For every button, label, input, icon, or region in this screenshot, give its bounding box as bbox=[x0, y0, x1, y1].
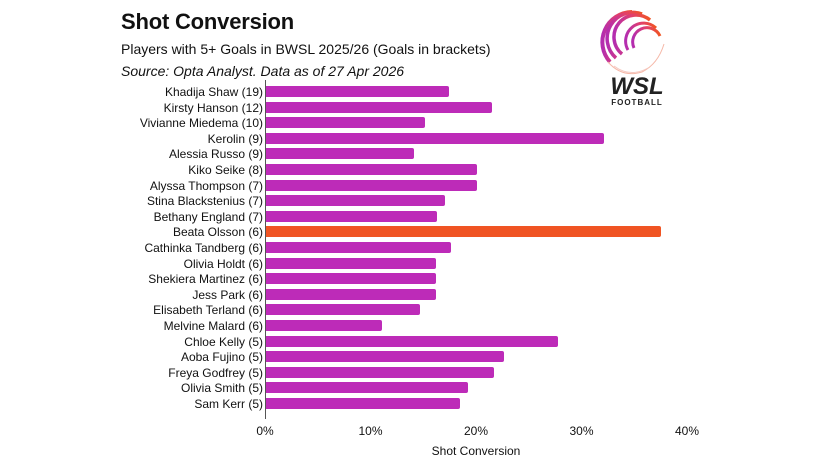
bar-label: Olivia Smith (5) bbox=[180, 381, 263, 396]
x-tick-label: 10% bbox=[358, 424, 383, 438]
bar-label: Stina Blackstenius (7) bbox=[146, 194, 263, 209]
bar-label: Freya Godfrey (5) bbox=[168, 365, 263, 380]
x-tick-label: 30% bbox=[569, 424, 594, 438]
bar-label: Cathinka Tandberg (6) bbox=[144, 241, 263, 255]
bar bbox=[266, 320, 383, 331]
bar bbox=[266, 226, 661, 238]
bar-label: Alessia Russo (9) bbox=[168, 147, 263, 162]
bar-row: Kirsty Hanson (12) bbox=[0, 100, 832, 116]
x-tick-label: 20% bbox=[463, 424, 489, 438]
bar-label: Sam Kerr (5) bbox=[194, 397, 263, 411]
svg-text:WSL: WSL bbox=[610, 73, 663, 100]
chart-title: Shot Conversion bbox=[121, 9, 295, 34]
bar-row: Beata Olsson (6) bbox=[0, 224, 832, 240]
chart-source: Source: Opta Analyst. Data as of 27 Apr … bbox=[121, 63, 405, 79]
bar-label: Beata Olsson (6) bbox=[172, 225, 263, 240]
bar-row: Bethany England (7) bbox=[0, 209, 832, 225]
bar-row: Freya Godfrey (5) bbox=[0, 365, 832, 381]
bar-label: Kiko Seike (8) bbox=[188, 163, 263, 177]
bar-row: Olivia Holdt (6) bbox=[0, 256, 832, 272]
bar-label: Olivia Holdt (6) bbox=[183, 256, 263, 271]
bar bbox=[266, 132, 604, 144]
bar-row: Kiko Seike (8) bbox=[0, 162, 832, 178]
bar-row: Olivia Smith (5) bbox=[0, 380, 832, 396]
bar bbox=[266, 242, 451, 253]
bar bbox=[266, 288, 436, 300]
chart-subtitle: Players with 5+ Goals in BWSL 2025/26 (G… bbox=[121, 41, 491, 57]
bar-label: Vivianne Miedema (10) bbox=[139, 116, 263, 131]
bar bbox=[266, 351, 505, 363]
bar bbox=[266, 257, 436, 269]
bar bbox=[266, 86, 449, 97]
bar-row: Melvine Malard (6) bbox=[0, 318, 832, 334]
bar-label: Alyssa Thompson (7) bbox=[149, 178, 263, 193]
bar-label: Aoba Fujino (5) bbox=[180, 350, 263, 365]
bar-row: Stina Blackstenius (7) bbox=[0, 193, 832, 209]
x-axis-label: Shot Conversion bbox=[431, 444, 521, 458]
bar-label: Kirsty Hanson (12) bbox=[163, 100, 263, 115]
bar-row: Vivianne Miedema (10) bbox=[0, 115, 832, 131]
bar bbox=[266, 148, 414, 160]
bar-row: Shekiera Martinez (6) bbox=[0, 271, 832, 287]
svg-text:FOOTBALL: FOOTBALL bbox=[611, 98, 663, 107]
bar-label: Khadija Shaw (19) bbox=[164, 85, 263, 99]
bar bbox=[266, 101, 492, 113]
bar-row: Sam Kerr (5) bbox=[0, 396, 832, 412]
bar-label: Chloe Kelly (5) bbox=[184, 334, 263, 349]
bar-label: Kerolin (9) bbox=[207, 131, 263, 146]
bar-row: Elisabeth Terland (6) bbox=[0, 302, 832, 318]
bar bbox=[266, 366, 494, 378]
bar-row: Chloe Kelly (5) bbox=[0, 334, 832, 350]
bar bbox=[266, 382, 468, 394]
wsl-logo: WSL FOOTBALL bbox=[592, 4, 682, 108]
x-tick-label: 40% bbox=[674, 424, 700, 438]
bar bbox=[266, 304, 421, 316]
bar-row: Aoba Fujino (5) bbox=[0, 349, 832, 365]
bar bbox=[266, 398, 461, 409]
bar-row: Cathinka Tandberg (6) bbox=[0, 240, 832, 256]
x-tick-label: 0% bbox=[256, 424, 274, 438]
bar bbox=[266, 335, 559, 347]
bar-row: Khadija Shaw (19) bbox=[0, 84, 832, 100]
bar bbox=[266, 179, 478, 191]
bar bbox=[266, 117, 426, 129]
bar-row: Jess Park (6) bbox=[0, 287, 832, 303]
bar bbox=[266, 195, 446, 207]
bar-label: Elisabeth Terland (6) bbox=[153, 303, 263, 318]
bar-label: Jess Park (6) bbox=[192, 287, 263, 302]
bar-row: Alessia Russo (9) bbox=[0, 146, 832, 162]
bar bbox=[266, 164, 478, 175]
bar-row: Alyssa Thompson (7) bbox=[0, 178, 832, 194]
bar-label: Bethany England (7) bbox=[153, 209, 263, 224]
y-axis-line bbox=[265, 80, 266, 419]
bar bbox=[266, 273, 436, 285]
bar-label: Shekiera Martinez (6) bbox=[148, 272, 263, 287]
wsl-swirl-icon: WSL FOOTBALL bbox=[600, 10, 665, 107]
bar-row: Kerolin (9) bbox=[0, 131, 832, 147]
bar-label: Melvine Malard (6) bbox=[163, 319, 263, 333]
bar bbox=[266, 210, 437, 222]
